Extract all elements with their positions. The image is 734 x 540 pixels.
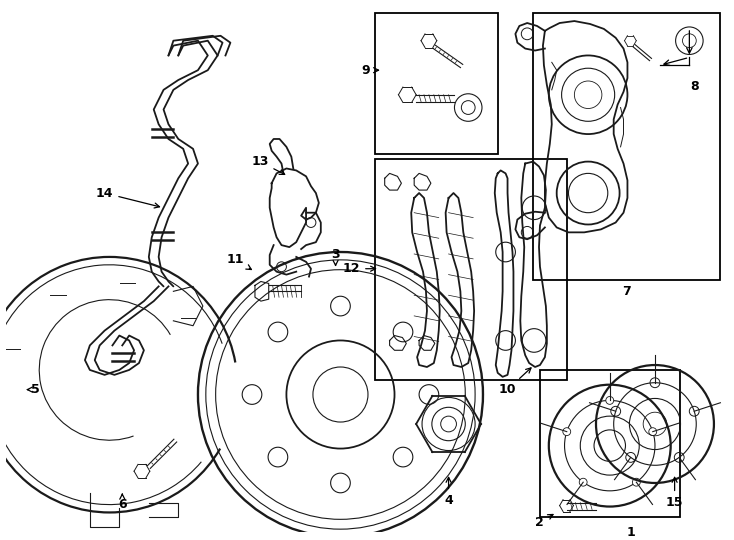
Circle shape [606, 396, 614, 404]
Text: 6: 6 [118, 494, 126, 511]
Circle shape [633, 478, 640, 486]
Text: 4: 4 [444, 477, 453, 507]
Text: 7: 7 [622, 285, 631, 298]
Bar [533, 13, 720, 280]
Text: 12: 12 [343, 262, 376, 275]
Text: 11: 11 [227, 253, 251, 269]
Circle shape [563, 428, 571, 436]
Circle shape [649, 428, 657, 436]
Text: 15: 15 [666, 477, 683, 509]
Text: 14: 14 [96, 186, 159, 208]
Text: 10: 10 [499, 368, 531, 396]
Text: 2: 2 [534, 515, 553, 529]
Text: 3: 3 [331, 248, 340, 265]
Bar [375, 159, 567, 380]
Text: 1: 1 [627, 525, 636, 538]
Bar [375, 13, 498, 154]
Bar [540, 370, 680, 517]
Circle shape [579, 478, 587, 486]
Text: 13: 13 [251, 155, 285, 174]
Text: 8: 8 [690, 80, 699, 93]
Text: 5: 5 [27, 383, 40, 396]
Text: 9: 9 [361, 64, 379, 77]
